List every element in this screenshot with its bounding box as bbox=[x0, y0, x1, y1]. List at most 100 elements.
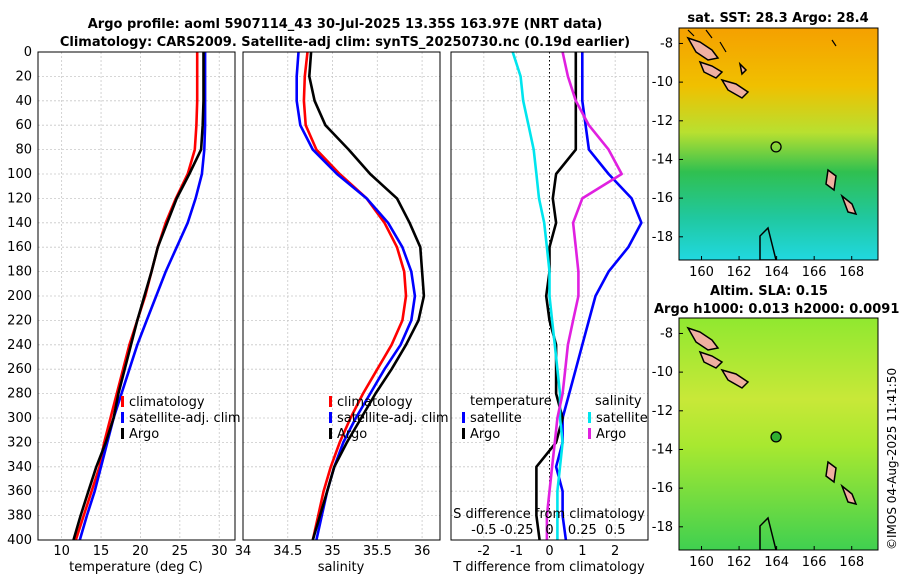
legend-satellite-label: satellite-adj. clim bbox=[337, 411, 449, 426]
depth-tick-label: 340 bbox=[7, 460, 32, 475]
legend-temperature-title: temperature bbox=[470, 394, 552, 409]
sla-lat-ticks: -8 -10 -12 -14 -16 -18 bbox=[652, 326, 683, 535]
legend-climatology-label: climatology bbox=[129, 395, 205, 410]
legend-climatology-swatch bbox=[121, 396, 124, 407]
lat-tick-label: -12 bbox=[652, 404, 673, 419]
difference-legend-temperature: temperature satellite Argo bbox=[462, 394, 552, 442]
coast-line bbox=[759, 516, 777, 550]
depth-tick-label: 300 bbox=[7, 411, 32, 426]
depth-tick-label: 180 bbox=[7, 265, 32, 280]
series-line-satellite-adj-clim bbox=[78, 52, 207, 540]
depth-tick-label: 20 bbox=[15, 69, 32, 84]
depth-tick-label: 280 bbox=[7, 387, 32, 402]
lat-tick-label: -8 bbox=[660, 326, 673, 341]
depth-tick-label: 0 bbox=[24, 45, 32, 60]
s-tick-label: 0.25 bbox=[568, 523, 597, 538]
legend-argo-label: Argo bbox=[129, 427, 159, 442]
island-shape bbox=[825, 460, 837, 484]
sst-map-title: sat. SST: 28.3 Argo: 28.4 bbox=[687, 11, 868, 26]
lon-tick-label: 160 bbox=[689, 265, 714, 280]
s-tick-label: -0.5 bbox=[471, 523, 496, 538]
depth-tick-label: 200 bbox=[7, 289, 32, 304]
temperature-frame bbox=[37, 51, 236, 541]
sla-map: Altim. SLA: 0.15 Argo h1000: 0.013 h2000… bbox=[652, 284, 900, 570]
island-shape bbox=[686, 36, 720, 61]
legend-climatology-label: climatology bbox=[337, 395, 413, 410]
x-tick-label: 35 bbox=[324, 544, 341, 559]
lat-tick-label: -16 bbox=[652, 481, 673, 496]
figure-title-line1: Argo profile: aoml 5907114_43 30-Jul-202… bbox=[88, 17, 603, 32]
series-line-argo bbox=[72, 52, 205, 540]
sst-lon-ticks: 160 162 164 166 168 bbox=[689, 256, 864, 280]
series-line-climatology bbox=[302, 52, 408, 540]
sla-map-subtitle: Argo h1000: 0.013 h2000: 0.0091 bbox=[654, 302, 899, 317]
difference-grid bbox=[451, 51, 648, 541]
lon-tick-label: 168 bbox=[839, 265, 864, 280]
salinity-frame bbox=[242, 51, 441, 541]
lat-tick-label: -14 bbox=[652, 152, 673, 167]
depth-tick-label: 140 bbox=[7, 216, 32, 231]
x-tick-label: 36 bbox=[414, 544, 431, 559]
depth-tick-label: 360 bbox=[7, 484, 32, 499]
legend-t-argo-swatch bbox=[462, 428, 465, 439]
depth-tick-label: 40 bbox=[15, 94, 32, 109]
lat-tick-label: -8 bbox=[660, 36, 673, 51]
sla-map-frame bbox=[678, 317, 879, 551]
island-shape bbox=[720, 368, 750, 389]
difference-lines bbox=[511, 52, 643, 540]
coast-line bbox=[687, 29, 837, 53]
lon-tick-label: 164 bbox=[764, 265, 789, 280]
lon-tick-label: 162 bbox=[727, 265, 752, 280]
legend-satellite-swatch bbox=[329, 412, 332, 423]
x-tick-label: 25 bbox=[172, 544, 189, 559]
series-line-salinity-satellite bbox=[511, 52, 564, 540]
sst-map: sat. SST: 28.3 Argo: 28.4 -8 -10 -12 -14 -16… bbox=[652, 11, 879, 280]
salinity-xlabel: salinity bbox=[318, 560, 365, 575]
argo-position-marker bbox=[770, 141, 782, 153]
difference-panel: -2 -1 0 1 2 -0.5 -0.25 0 0.25 0.5 S difference f… bbox=[450, 51, 649, 575]
sst-coastlines bbox=[686, 29, 858, 260]
island-shape bbox=[698, 60, 724, 79]
legend-s-argo-swatch bbox=[588, 428, 591, 439]
depth-tick-label: 380 bbox=[7, 509, 32, 524]
legend-t-argo-label: Argo bbox=[470, 427, 500, 442]
s-difference-label: S difference from climatology bbox=[453, 507, 645, 522]
legend-t-satellite-label: satellite bbox=[470, 411, 522, 426]
lat-tick-label: -12 bbox=[652, 114, 673, 129]
temperature-panel: 10 15 20 25 30 temperature (deg C) climatolo… bbox=[37, 51, 241, 575]
sst-map-frame bbox=[678, 27, 879, 261]
depth-tick-label: 160 bbox=[7, 240, 32, 255]
difference-top-ticks: -0.5 -0.25 0 0.25 0.5 bbox=[471, 523, 625, 538]
salinity-panel: 34 34.5 35 35.5 36 salinity climatology sate… bbox=[235, 51, 449, 575]
depth-tick-label: 80 bbox=[15, 143, 32, 158]
depth-tick-label: 220 bbox=[7, 313, 32, 328]
x-tick-label: -2 bbox=[477, 544, 490, 559]
lon-tick-label: 166 bbox=[802, 265, 827, 280]
lon-tick-label: 168 bbox=[839, 555, 864, 570]
s-tick-label: -0.25 bbox=[500, 523, 534, 538]
depth-tick-label: 400 bbox=[7, 533, 32, 548]
depth-tick-label: 240 bbox=[7, 338, 32, 353]
x-tick-label: 15 bbox=[93, 544, 110, 559]
x-tick-label: 2 bbox=[611, 544, 619, 559]
island-shape bbox=[738, 61, 748, 76]
series-line-temperature-satellite bbox=[554, 52, 643, 540]
lat-tick-label: -16 bbox=[652, 191, 673, 206]
imos-credit: ©IMOS 04-Aug-2025 11:41:50 bbox=[885, 368, 899, 550]
lat-tick-label: -18 bbox=[652, 520, 673, 535]
lat-tick-label: -18 bbox=[652, 230, 673, 245]
lon-tick-label: 160 bbox=[689, 555, 714, 570]
x-tick-label: 30 bbox=[211, 544, 228, 559]
sst-lat-ticks: -8 -10 -12 -14 -16 -18 bbox=[652, 36, 683, 245]
depth-tick-label: 260 bbox=[7, 362, 32, 377]
depth-tick-label: 60 bbox=[15, 118, 32, 133]
temperature-xlabel: temperature (deg C) bbox=[69, 560, 203, 575]
legend-argo-label: Argo bbox=[337, 427, 367, 442]
x-tick-label: 0 bbox=[545, 544, 553, 559]
x-tick-label: 34.5 bbox=[273, 544, 302, 559]
x-tick-label: 20 bbox=[132, 544, 149, 559]
difference-x-ticks: -2 -1 0 1 2 bbox=[477, 544, 619, 559]
lat-tick-label: -14 bbox=[652, 442, 673, 457]
legend-climatology-swatch bbox=[329, 396, 332, 407]
